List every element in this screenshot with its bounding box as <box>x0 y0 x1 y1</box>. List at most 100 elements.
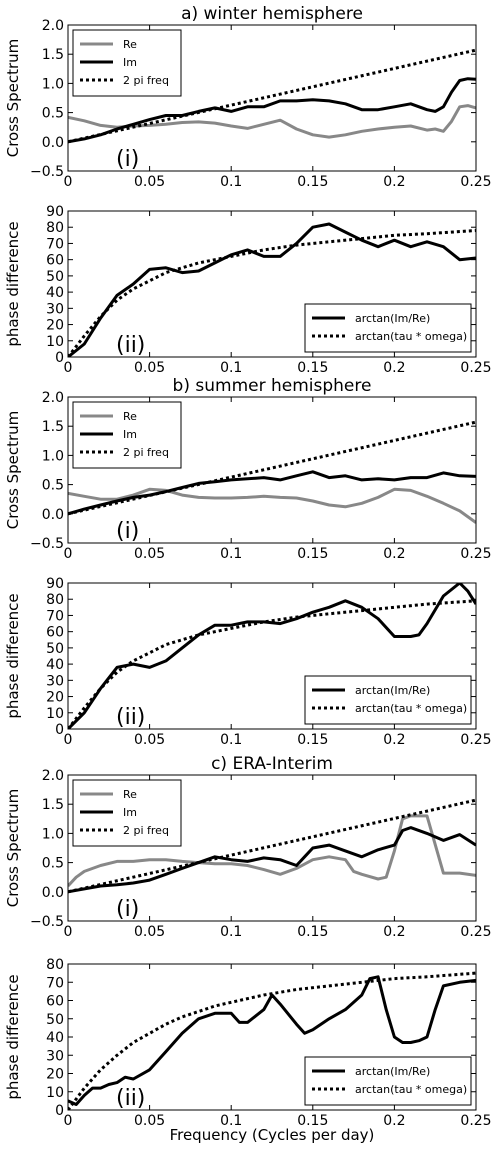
x-tick-label: 0.2 <box>383 924 405 940</box>
legend-label: arctan(Im/Re) <box>355 1065 430 1078</box>
panel-title: a) winter hemisphere <box>181 4 363 24</box>
x-tick-label: 0.1 <box>220 360 242 376</box>
y-tick-label: 0 <box>55 1103 64 1119</box>
y-tick-label: −0.5 <box>30 914 64 930</box>
legend-label: 2 pi freq <box>123 824 169 837</box>
y-tick-label: 60 <box>46 253 64 269</box>
panel-label: (i) <box>116 519 139 544</box>
y-axis-label: Cross Spectrum <box>4 39 22 158</box>
y-tick-label: 60 <box>46 994 64 1010</box>
x-tick-label: 0.25 <box>460 1113 491 1129</box>
y-tick-label: 1.5 <box>42 47 64 63</box>
y-tick-label: 10 <box>46 1085 64 1101</box>
x-tick-label: 0.05 <box>134 732 165 748</box>
legend-label: arctan(tau * omega) <box>355 702 467 715</box>
legend-label: Re <box>123 788 137 801</box>
panel-c-i: c) ERA-Interim Cross Spectrum 0 0.05 0.1 0.15… <box>4 754 492 940</box>
y-tick-label: 0 <box>55 350 64 366</box>
legend-label: Re <box>123 38 137 51</box>
y-tick-label: 30 <box>46 1048 64 1064</box>
x-tick-label: 0.05 <box>134 174 165 190</box>
series-group <box>68 583 476 729</box>
x-tick-label: 0.2 <box>383 1113 405 1129</box>
x-tick-label: 0.1 <box>220 732 242 748</box>
y-tick-label: 50 <box>46 269 64 285</box>
panel-title: b) summer hemisphere <box>173 376 372 396</box>
series-line-re <box>68 487 476 524</box>
x-tick-label: 0.1 <box>220 924 242 940</box>
y-tick-label: −0.5 <box>30 164 64 180</box>
y-tick-label: 2.0 <box>42 18 64 34</box>
series-line-arctan-im-re- <box>68 222 476 357</box>
y-axis-label: phase difference <box>4 221 22 346</box>
legend-box <box>304 675 472 725</box>
legend-label: Im <box>123 806 137 819</box>
legend: Re Im 2 pi freq <box>72 29 182 97</box>
series-line-arctan-tau-omega- <box>68 971 476 1110</box>
y-tick-label: 20 <box>46 690 64 706</box>
x-tick-label: 0.15 <box>297 1113 328 1129</box>
series-group <box>68 420 476 524</box>
series-line-2-pi-freq <box>68 420 476 516</box>
legend-label: arctan(tau * omega) <box>355 330 467 343</box>
plot-frame <box>67 774 477 922</box>
series-line-re <box>68 814 476 888</box>
x-tick-label: 0.1 <box>220 174 242 190</box>
plot-frame <box>67 582 477 730</box>
panel-label: (ii) <box>116 705 145 730</box>
x-tick-label: 0.05 <box>134 924 165 940</box>
y-axis-label: phase difference <box>4 593 22 718</box>
y-tick-label: 40 <box>46 1030 64 1046</box>
legend-label: 2 pi freq <box>123 446 169 459</box>
y-tick-label: 0.5 <box>42 478 64 494</box>
legend-label: Im <box>123 428 137 441</box>
plot-frame <box>67 396 477 544</box>
panel-label: (i) <box>116 897 139 922</box>
y-tick-label: 1.5 <box>42 797 64 813</box>
y-tick-label: 30 <box>46 673 64 689</box>
series-line-im <box>68 826 476 894</box>
series-line-2-pi-freq <box>68 798 476 894</box>
x-tick-label: 0.15 <box>297 174 328 190</box>
series-group <box>68 222 476 357</box>
y-tick-label: 80 <box>46 220 64 236</box>
series-line-arctan-im-re- <box>68 583 476 729</box>
y-tick-label: 70 <box>46 608 64 624</box>
y-tick-label: 2.0 <box>42 390 64 406</box>
panel-a-ii: phase difference 0 0.05 0.1 0.15 0.2 0.25 01020… <box>4 204 492 376</box>
x-tick-label: 0.2 <box>383 174 405 190</box>
y-axis-label: Cross Spectrum <box>4 411 22 530</box>
y-tick-label: 1.0 <box>42 76 64 92</box>
x-tick-label: 0.05 <box>134 1113 165 1129</box>
series-line-re <box>68 104 476 139</box>
y-tick-label: 1.0 <box>42 448 64 464</box>
y-tick-label: 0 <box>55 722 64 738</box>
panel-label: (ii) <box>116 1086 145 1111</box>
legend-label: Im <box>123 56 137 69</box>
legend-label: 2 pi freq <box>123 74 169 87</box>
x-tick-label: 0.2 <box>383 360 405 376</box>
x-tick-label: 0.25 <box>460 360 491 376</box>
plot-frame <box>67 24 477 172</box>
legend: arctan(Im/Re) arctan(tau * omega) <box>304 303 472 353</box>
panel-label: (ii) <box>116 333 145 358</box>
series-group <box>68 798 476 894</box>
y-tick-label: 90 <box>46 576 64 592</box>
series-line-im <box>68 470 476 516</box>
y-tick-label: 70 <box>46 975 64 991</box>
x-tick-label: 0.1 <box>220 546 242 562</box>
y-tick-label: 1.0 <box>42 826 64 842</box>
legend: Re Im 2 pi freq <box>72 401 182 469</box>
panel-title: c) ERA-Interim <box>211 754 333 774</box>
panel-label: (i) <box>116 147 139 172</box>
y-tick-label: 20 <box>46 318 64 334</box>
panels: a) winter hemisphere Cross Spectrum 0 0.05 0… <box>4 4 492 1129</box>
series-line-im <box>68 77 476 144</box>
y-axis-label: Cross Spectrum <box>4 789 22 908</box>
panel-b-i: b) summer hemisphere Cross Spectrum 0 0.05 0… <box>4 376 492 562</box>
y-tick-label: 2.0 <box>42 768 64 784</box>
series-line-arctan-im-re- <box>68 975 476 1106</box>
y-tick-label: 0.5 <box>42 106 64 122</box>
